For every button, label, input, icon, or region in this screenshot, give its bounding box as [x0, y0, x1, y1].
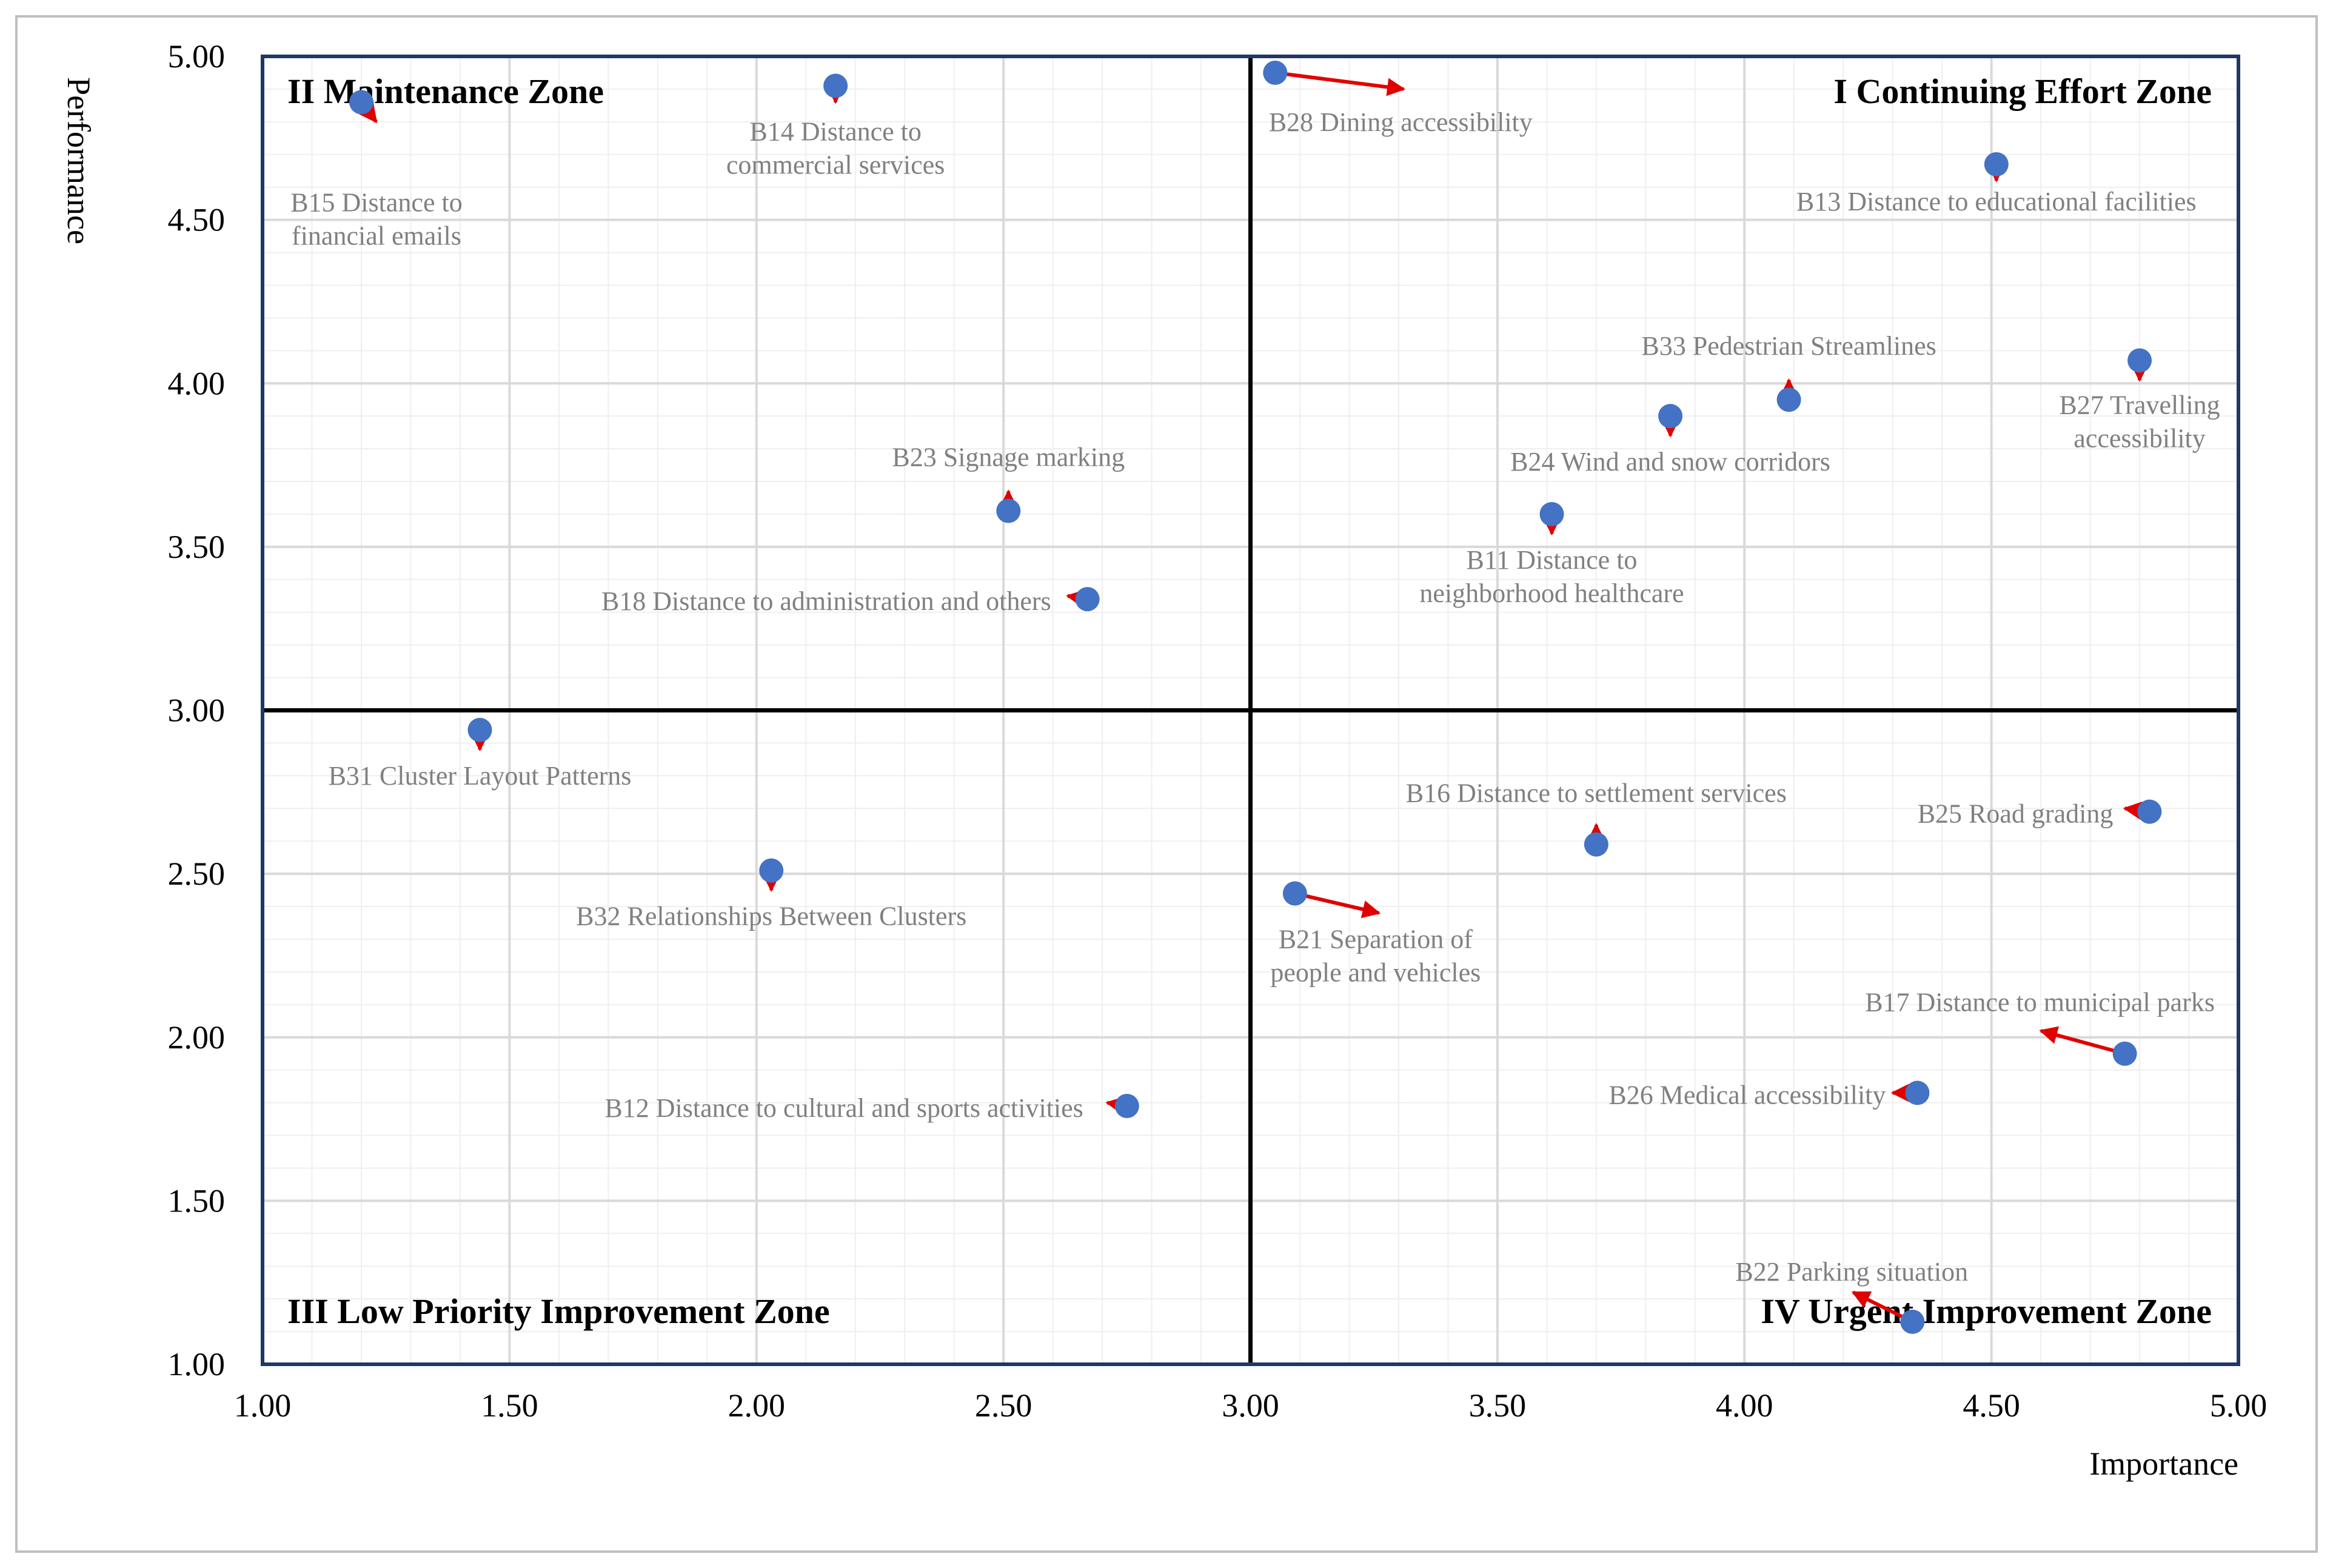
label-b27: B27 Travelling: [2059, 390, 2220, 420]
label-b12: B12 Distance to cultural and sports acti…: [604, 1093, 1083, 1123]
zone-label-top-left: II Maintenance Zone: [287, 72, 604, 111]
point-b28: [1263, 60, 1288, 85]
y-tick-label: 3.50: [168, 529, 226, 565]
x-tick-label: 2.50: [975, 1387, 1033, 1424]
point-b18: [1075, 587, 1100, 612]
y-tick-label: 5.00: [168, 38, 226, 75]
label-b13: B13 Distance to educational facilities: [1796, 187, 2197, 216]
point-b26: [1905, 1081, 1930, 1105]
outer-border: [15, 15, 2318, 1553]
label-b18: B18 Distance to administration and other…: [601, 586, 1051, 616]
label-b31: B31 Cluster Layout Patterns: [329, 761, 632, 791]
x-tick-label: 3.50: [1469, 1387, 1527, 1424]
zone-label-bottom-right: IV Urgent Improvement Zone: [1761, 1292, 2212, 1331]
point-b14: [823, 73, 848, 98]
y-tick-label: 1.50: [168, 1182, 226, 1219]
label-b21: people and vehicles: [1270, 957, 1481, 987]
point-b16: [1584, 832, 1608, 857]
label-b33: B33 Pedestrian Streamlines: [1641, 331, 1936, 361]
label-b14: B14 Distance to: [749, 117, 922, 147]
point-b25: [2137, 799, 2162, 824]
x-tick-label: 5.00: [2210, 1387, 2268, 1424]
y-tick-label: 4.50: [168, 202, 226, 238]
label-b27: accessibility: [2074, 424, 2206, 454]
label-b11: neighborhood healthcare: [1419, 578, 1684, 608]
x-tick-label: 3.00: [1222, 1387, 1279, 1424]
label-b16: B16 Distance to settlement services: [1406, 779, 1787, 808]
data-points: [349, 60, 2162, 1334]
label-b17: B17 Distance to municipal parks: [1865, 988, 2215, 1017]
point-b11: [1539, 501, 1564, 526]
point-b12: [1114, 1093, 1139, 1118]
plot-frame: [261, 55, 2240, 1366]
label-b22: B22 Parking situation: [1735, 1257, 1968, 1287]
point-b31: [467, 717, 492, 742]
point-b24: [1658, 404, 1683, 429]
x-tick-label: 1.50: [481, 1387, 538, 1424]
point-b23: [996, 498, 1021, 523]
label-b28: B28 Dining accessibility: [1269, 107, 1533, 137]
zone-label-bottom-left: III Low Priority Improvement Zone: [287, 1292, 830, 1331]
x-tick-label: 4.50: [1963, 1387, 2020, 1424]
y-tick-label: 4.00: [168, 365, 226, 401]
arrow-b21: [1294, 891, 1381, 919]
label-b23: B23 Signage marking: [892, 443, 1125, 472]
y-axis-ticks: 1.00 1.50 2.00 2.50 3.00 3.50 4.00 4.50 5.00: [168, 38, 226, 1382]
label-b26: B26 Medical accessibility: [1608, 1080, 1886, 1110]
arrow-b28: [1274, 70, 1406, 96]
point-b15: [349, 90, 373, 115]
point-b32: [759, 858, 784, 883]
point-b21: [1282, 881, 1307, 906]
point-b33: [1776, 387, 1801, 412]
arrow-b17: [2039, 1026, 2126, 1056]
x-tick-label: 4.00: [1716, 1387, 1773, 1424]
y-tick-label: 2.50: [168, 856, 226, 892]
y-tick-label: 3.00: [168, 692, 226, 729]
label-b15: financial emails: [292, 221, 461, 250]
label-b14: commercial services: [726, 150, 945, 180]
label-b11: B11 Distance to: [1467, 545, 1638, 575]
point-b22: [1900, 1309, 1925, 1334]
point-b13: [1984, 152, 2009, 176]
label-b24: B24 Wind and snow corridors: [1510, 447, 1830, 477]
x-tick-label: 2.00: [728, 1387, 786, 1424]
x-axis-ticks: 1.00 1.50 2.00 2.50 3.00 3.50 4.00 4.50 5.00: [234, 1387, 2268, 1424]
y-tick-label: 1.00: [168, 1346, 226, 1382]
zone-label-top-right: I Continuing Effort Zone: [1833, 72, 2212, 111]
y-tick-label: 2.00: [168, 1019, 226, 1056]
quadrant-dividers: [263, 56, 2238, 1364]
y-axis-title: Performance: [61, 77, 97, 244]
label-b15: B15 Distance to: [290, 187, 463, 217]
label-b32: B32 Relationships Between Clusters: [576, 902, 966, 931]
point-b17: [2112, 1041, 2137, 1066]
label-b25: B25 Road grading: [1918, 799, 2114, 829]
x-axis-title: Importance: [2089, 1446, 2238, 1482]
point-labels: B15 Distance to financial emails B14 Dista…: [290, 107, 2220, 1287]
point-b27: [2127, 348, 2152, 373]
x-tick-label: 1.00: [234, 1387, 292, 1424]
label-b21: B21 Separation of: [1279, 924, 1473, 954]
